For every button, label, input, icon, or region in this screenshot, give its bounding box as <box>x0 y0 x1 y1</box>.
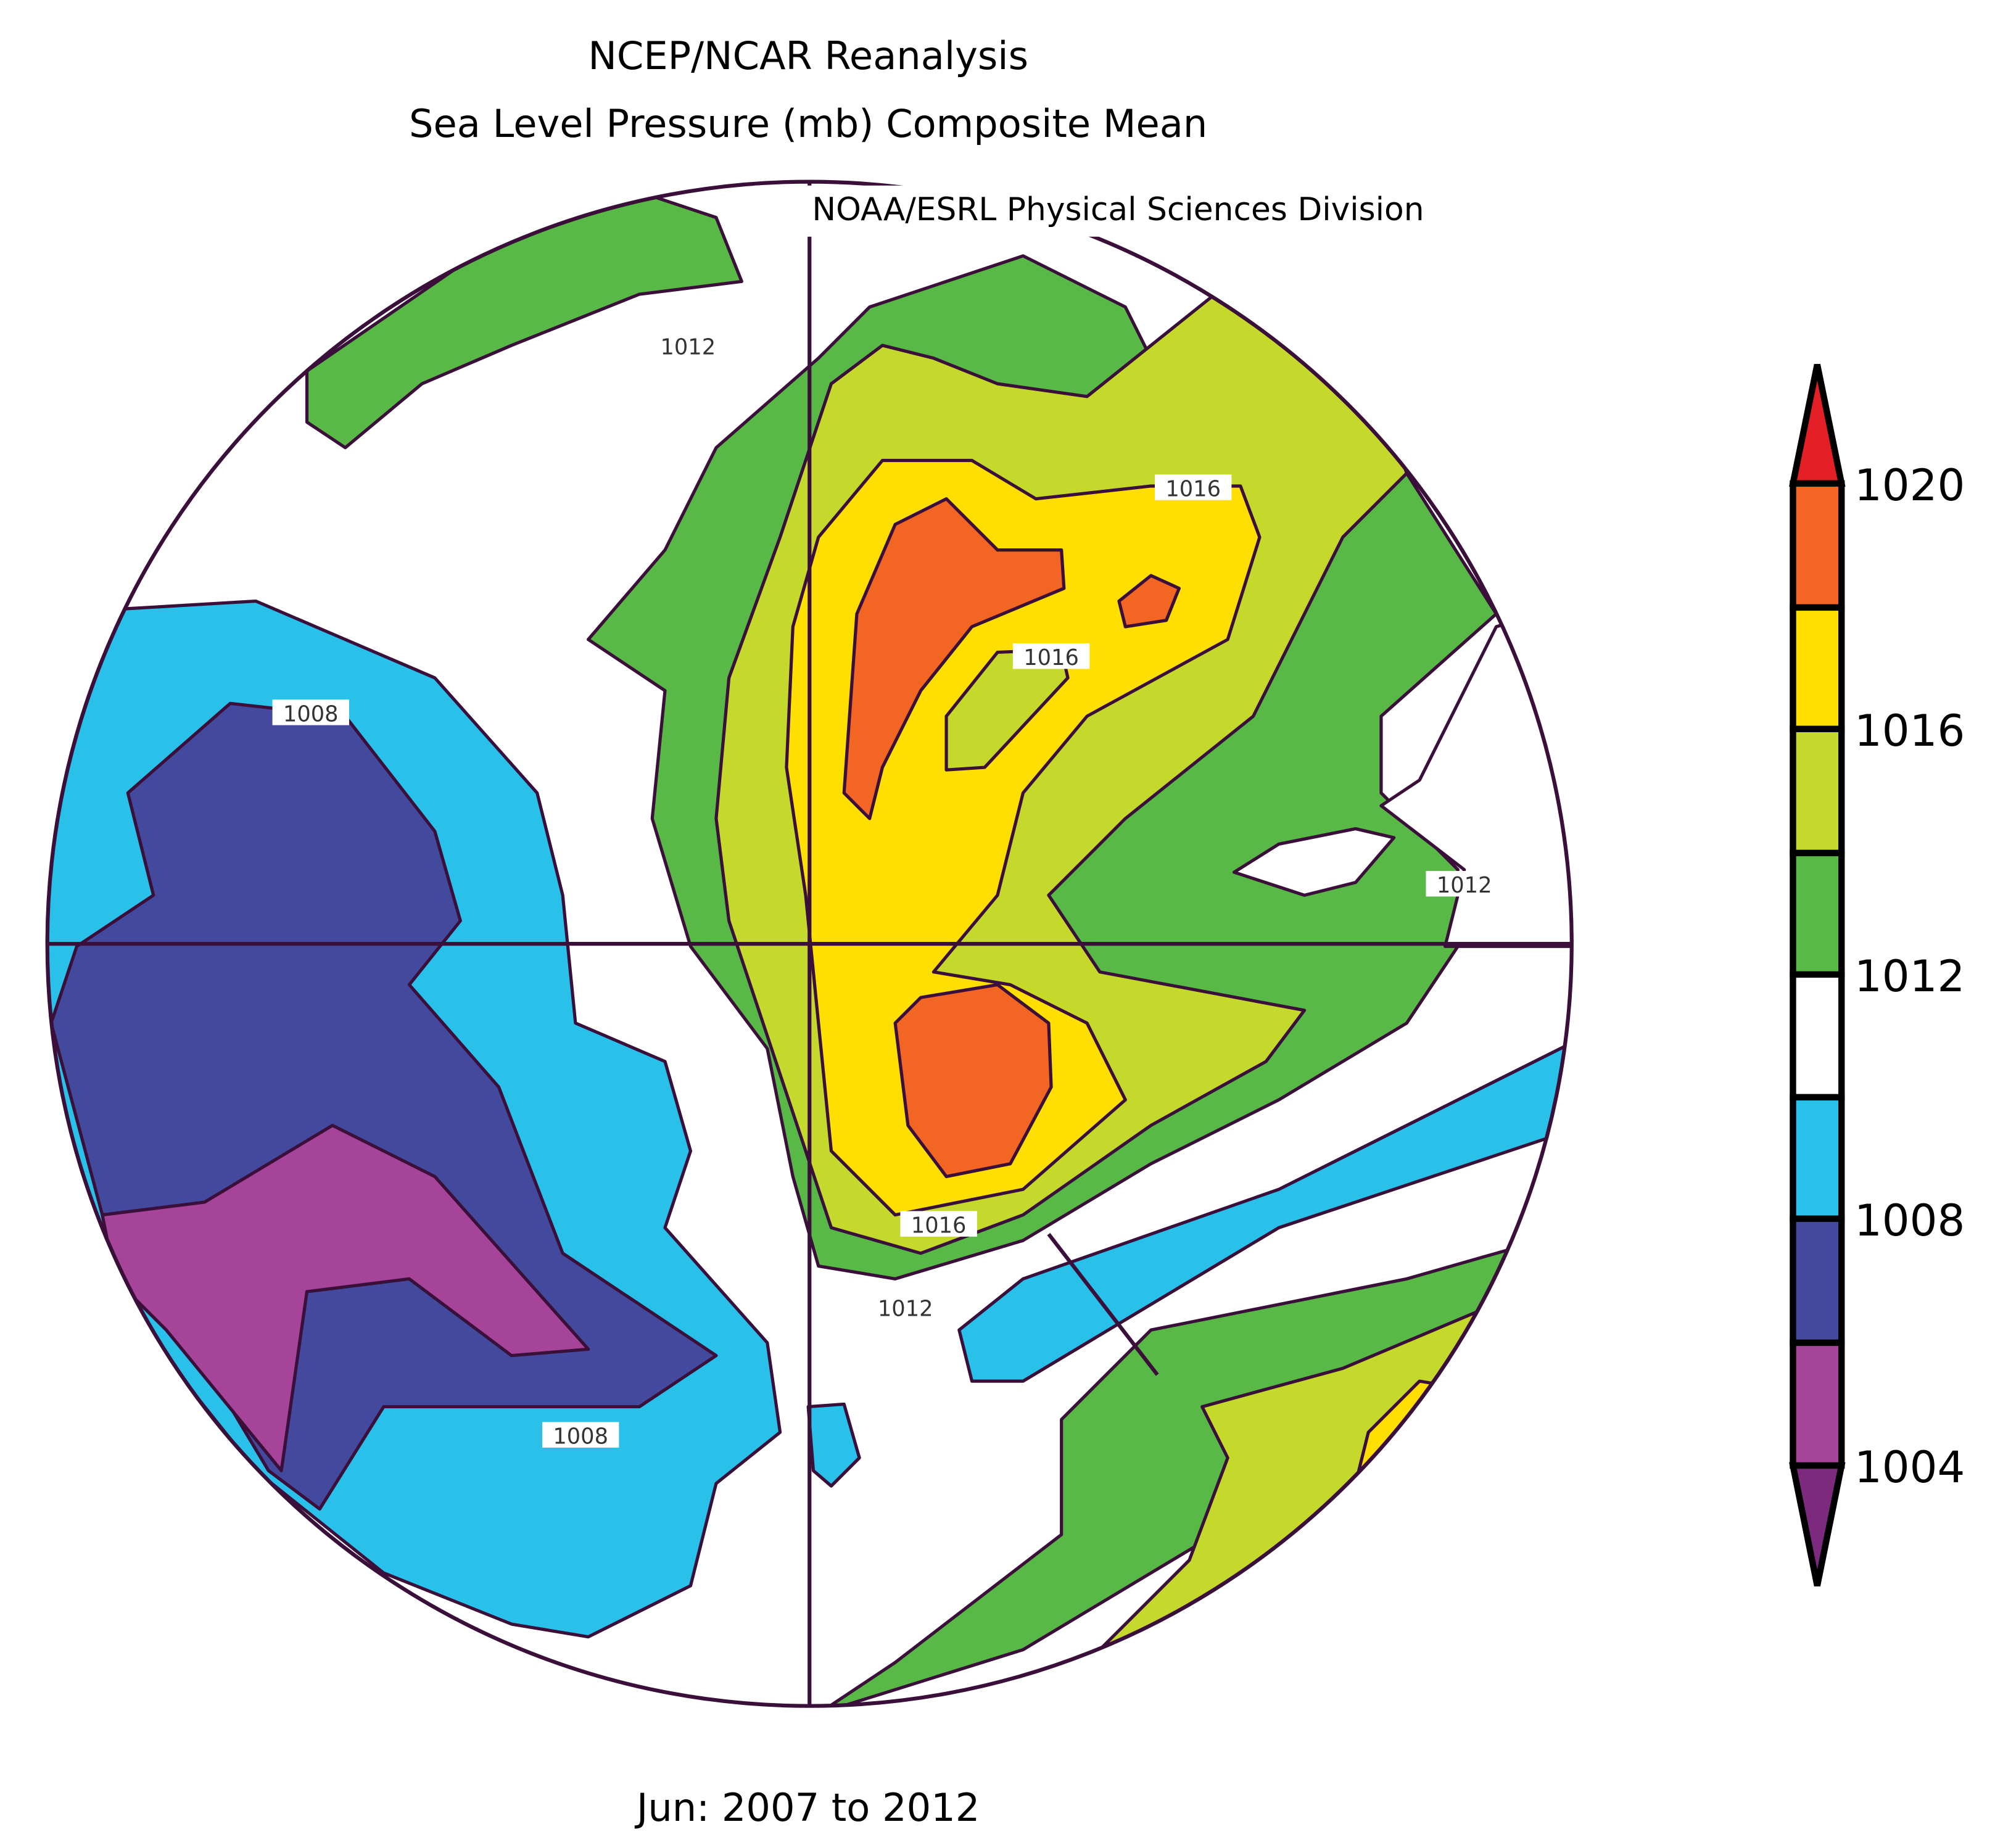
credit-box <box>754 185 1573 237</box>
colorbar-label: 1016 <box>1854 706 1965 756</box>
colorbar-labels: 1020 1016 1012 1008 1004 <box>1854 460 1965 1493</box>
colorbar-bin <box>1790 604 1845 733</box>
colorbar <box>1789 363 1846 1586</box>
contour-labels: 1012 1016 1016 1008 1012 1016 1012 1008 <box>272 332 1503 1450</box>
colorbar-label: 1012 <box>1854 951 1965 1002</box>
colorbar-bin-under <box>1789 1462 1846 1586</box>
contour-label: 1012 <box>878 1296 933 1321</box>
colorbar-bin <box>1790 1094 1845 1223</box>
colorbar-bin <box>1790 1339 1845 1469</box>
contour-label: 1016 <box>1023 645 1079 670</box>
field-1008-1010-small <box>806 1402 861 1488</box>
colorbar-bin-over <box>1789 363 1846 487</box>
colorbar-bin <box>1790 1215 1845 1347</box>
contour-label: 1016 <box>1165 477 1221 502</box>
contour-label: 1012 <box>1437 873 1492 898</box>
field-1018-1020-small <box>1117 574 1181 629</box>
field-1018-1020-greenland <box>842 497 1066 820</box>
pressure-field <box>47 181 1572 1706</box>
map-boundary-circle <box>45 179 1574 1708</box>
colorbar-bin <box>1790 849 1845 978</box>
field-1008-1010-east <box>957 1041 1572 1383</box>
contour-label: 1008 <box>553 1424 608 1450</box>
contour-label: 1016 <box>911 1213 967 1239</box>
field-1004-1006 <box>101 1123 590 1472</box>
contour-label: 1012 <box>660 334 716 360</box>
colorbar-bin <box>1790 725 1845 857</box>
colorbar-label: 1004 <box>1854 1442 1965 1493</box>
title-line-2: Sea Level Pressure (mb) Composite Mean <box>409 101 1207 146</box>
credit-text: NOAA/ESRL Physical Sciences Division <box>812 191 1424 228</box>
colorbar-bin <box>1790 971 1845 1101</box>
colorbar-bin <box>1790 480 1845 611</box>
title-line-1: NCEP/NCAR Reanalysis <box>588 33 1028 78</box>
field-1018-1020-arctic <box>893 983 1053 1179</box>
contour-label: 1008 <box>283 701 339 727</box>
field-1014-1016-inner <box>944 648 1070 772</box>
colorbar-label: 1020 <box>1854 460 1965 511</box>
boundary-line <box>1047 1232 1159 1376</box>
colorbar-label: 1008 <box>1854 1195 1965 1246</box>
footer-period: Jun: 2007 to 2012 <box>634 1785 980 1830</box>
